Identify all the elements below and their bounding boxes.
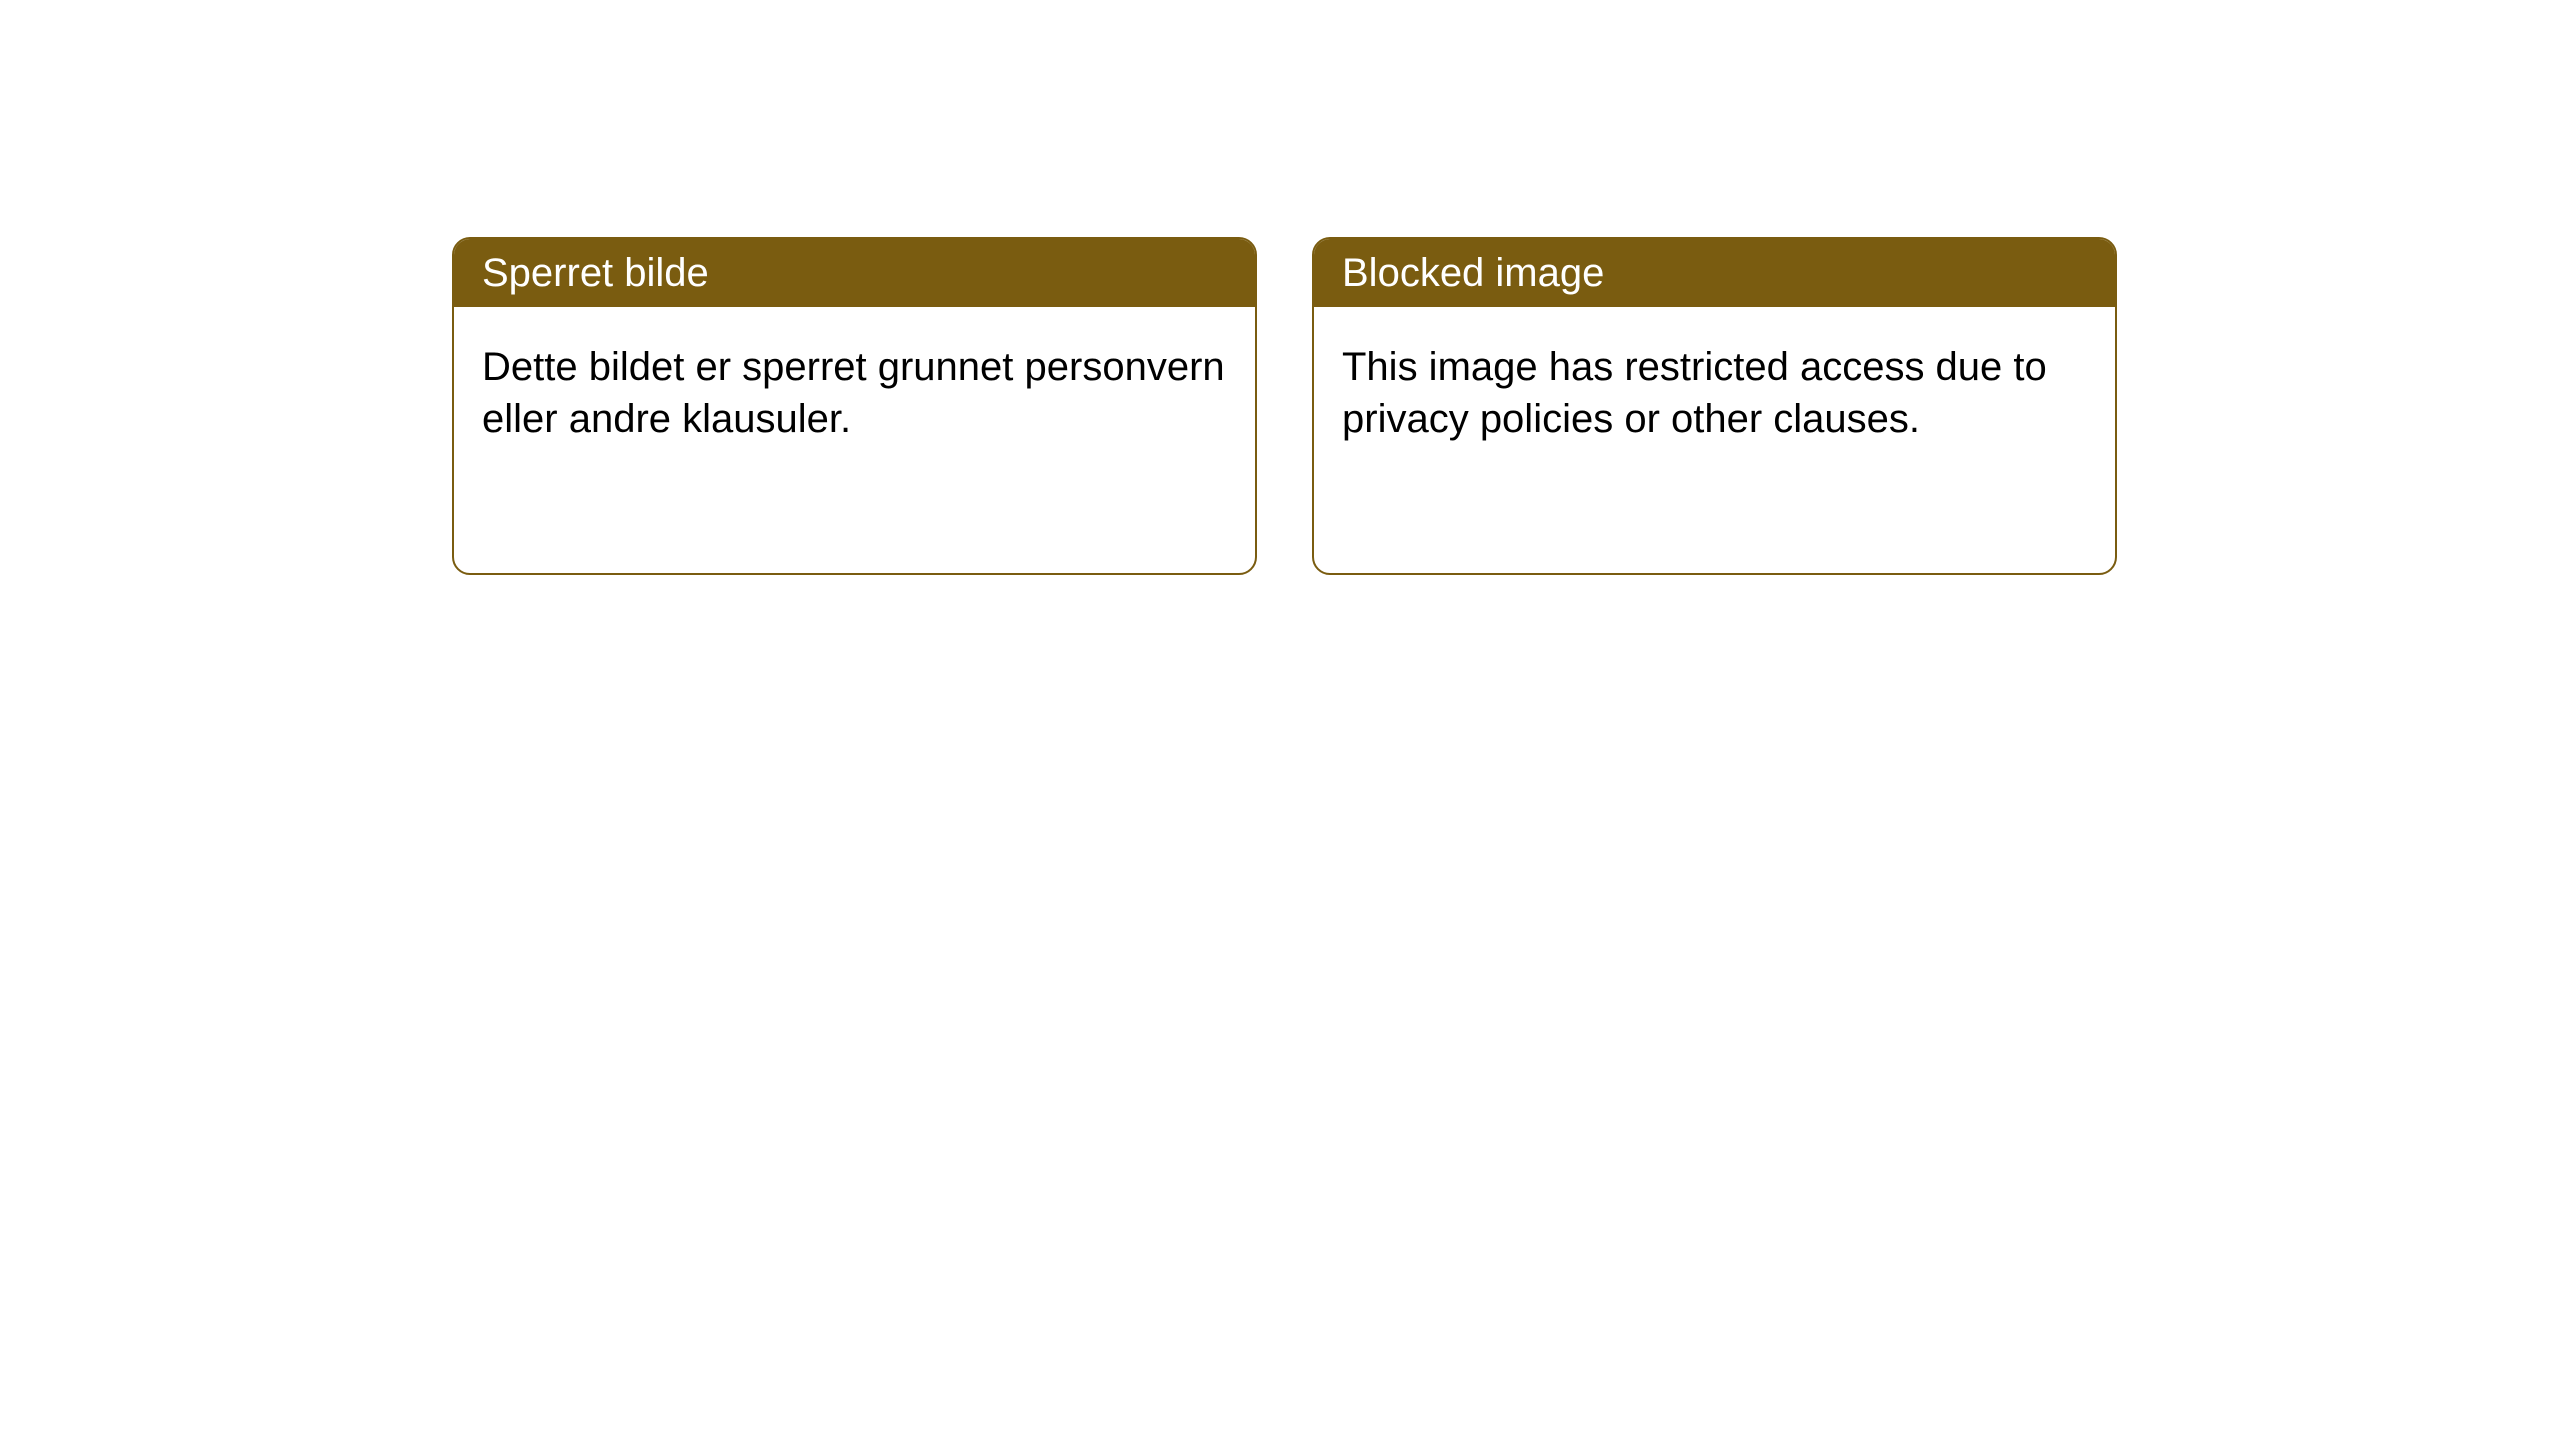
notice-body: This image has restricted access due to … xyxy=(1314,307,2115,479)
notice-body: Dette bildet er sperret grunnet personve… xyxy=(454,307,1255,479)
notice-title: Blocked image xyxy=(1314,239,2115,307)
notice-card-norwegian: Sperret bilde Dette bildet er sperret gr… xyxy=(452,237,1257,575)
notice-title: Sperret bilde xyxy=(454,239,1255,307)
notice-cards-container: Sperret bilde Dette bildet er sperret gr… xyxy=(452,237,2117,575)
notice-card-english: Blocked image This image has restricted … xyxy=(1312,237,2117,575)
